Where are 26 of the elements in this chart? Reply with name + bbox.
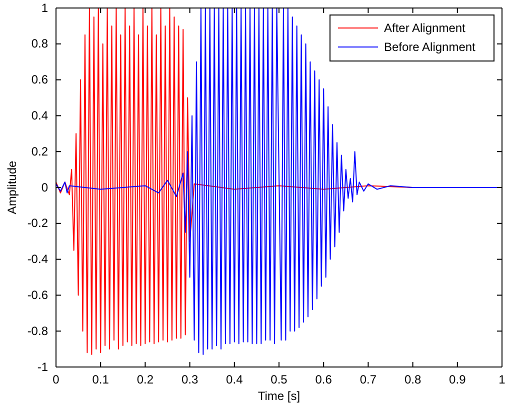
y-axis-title: Amplitude [5,160,19,214]
y-tick-label: -0.2 [27,216,48,230]
x-tick-label: 0.2 [136,372,154,387]
y-tick-label: 0 [41,180,48,194]
y-tick-label: 0.4 [31,108,48,123]
x-axis-title: Time [s] [258,389,300,403]
y-tick-label: 0.2 [31,144,48,158]
x-tick-label: 0.4 [226,372,244,387]
y-tick-label: -1 [37,360,48,374]
legend-label: Before Alignment [384,40,476,54]
x-tick-label: 0.8 [404,372,422,387]
x-tick-label: 0.7 [360,372,377,387]
y-tick-label: 0.8 [31,36,48,51]
x-tick-label: 0 [52,372,60,387]
y-tick-label: -0.4 [27,252,48,266]
x-tick-label: 0.6 [315,372,332,387]
x-tick-label: 0.3 [181,372,198,387]
x-tick-label: 0.9 [449,372,466,387]
y-tick-label: 1 [41,0,48,15]
y-tick-label: -0.8 [27,324,48,338]
x-tick-label: 0.5 [270,372,288,387]
legend-label: After Alignment [384,21,466,35]
y-tick-label: -0.6 [27,288,48,302]
y-tick-label: 0.6 [31,72,48,87]
x-tick-label: 1 [498,372,506,387]
x-tick-label: 0.1 [92,372,110,387]
